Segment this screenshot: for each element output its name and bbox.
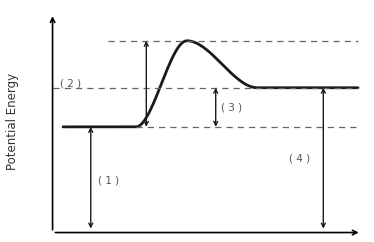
Text: ( 2 ): ( 2 ): [59, 79, 81, 89]
Text: ( 3 ): ( 3 ): [221, 102, 242, 112]
Text: ( 4 ): ( 4 ): [289, 153, 310, 163]
Text: ( 1 ): ( 1 ): [98, 175, 119, 185]
Y-axis label: Potential Energy: Potential Energy: [6, 72, 19, 170]
